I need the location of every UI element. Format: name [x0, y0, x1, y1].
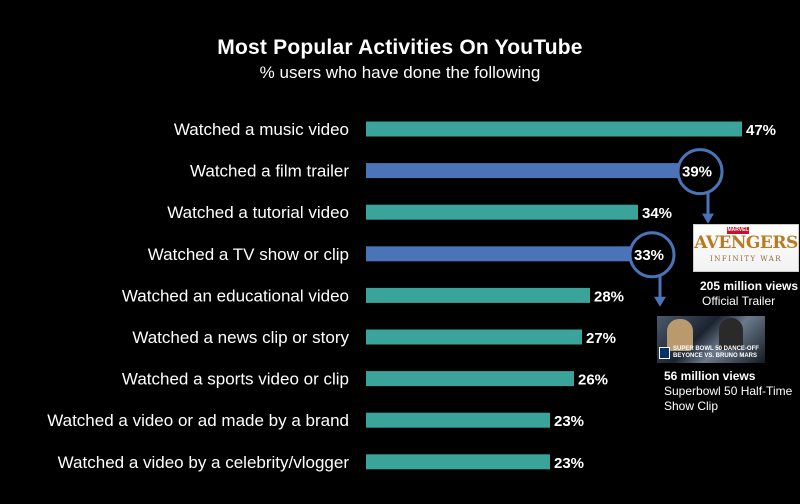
bar — [366, 412, 550, 428]
bar — [366, 204, 638, 220]
bar — [366, 371, 574, 387]
bar — [366, 246, 630, 262]
superbowl-clip-thumbnail: SUPER BOWL 50 DANCE-OFF BEYONCE VS. BRUN… — [657, 316, 765, 363]
category-label: Watched a video by a celebrity/vlogger — [58, 453, 350, 472]
bar — [366, 287, 590, 303]
avengers-logo-text: AVENGERS — [694, 233, 798, 253]
bar — [366, 454, 550, 470]
value-label: 47% — [746, 122, 776, 139]
category-label: Watched a video or ad made by a brand — [47, 411, 349, 430]
marvel-studios-badge: MARVEL STUDIOS — [727, 227, 750, 240]
category-label: Watched a tutorial video — [167, 203, 349, 222]
category-label: Watched a news clip or story — [132, 328, 349, 347]
callout-circle — [628, 231, 676, 279]
value-label: 27% — [586, 330, 616, 347]
superbowl-thumbnail-caption: SUPER BOWL 50 DANCE-OFF BEYONCE VS. BRUN… — [673, 346, 759, 359]
trailer-views-note: 205 million views — [700, 279, 799, 293]
superbowl-description-line1: Superbowl 50 Half-Time — [664, 384, 793, 398]
callout-circle — [676, 148, 724, 196]
trailer-description-note: Official Trailer — [702, 294, 776, 308]
category-label: Watched an educational video — [122, 286, 349, 305]
superbowl-views-note: 56 million views — [664, 369, 756, 383]
performer-figure — [719, 318, 743, 350]
value-label: 34% — [642, 205, 672, 222]
chart-subtitle: % users who have done the following — [259, 63, 541, 82]
superbowl-description-line2: Show Clip — [664, 399, 719, 413]
callout-arrowhead — [702, 213, 714, 224]
value-label: 23% — [554, 413, 584, 430]
callout-arrowhead — [654, 296, 666, 307]
value-label: 39% — [682, 164, 712, 181]
category-label: Watched a sports video or clip — [122, 370, 349, 389]
bar — [366, 121, 742, 137]
value-label: 33% — [634, 247, 664, 264]
infinity-war-text: INFINITY WAR — [709, 255, 783, 263]
value-label: 28% — [594, 288, 624, 305]
value-label: 26% — [578, 372, 608, 389]
value-label: 23% — [554, 455, 584, 472]
nfl-logo — [659, 347, 670, 359]
category-label: Watched a film trailer — [190, 162, 349, 181]
bar — [366, 163, 678, 179]
bar — [366, 329, 582, 345]
category-label: Watched a TV show or clip — [148, 245, 349, 264]
performer-figure — [667, 319, 693, 351]
chart-title: Most Popular Activities On YouTube — [217, 36, 583, 59]
category-label: Watched a music video — [174, 120, 349, 139]
avengers-trailer-thumbnail: MARVEL STUDIOS AVENGERS INFINITY WAR — [693, 224, 799, 272]
